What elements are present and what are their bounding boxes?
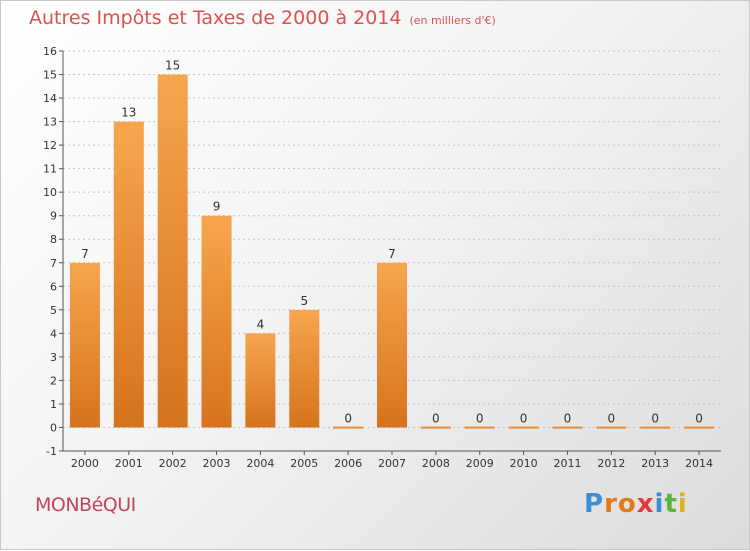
x-tick-label: 2003 <box>203 457 231 470</box>
bar <box>157 74 188 428</box>
bar-value-label: 0 <box>608 411 616 425</box>
bar <box>69 262 100 428</box>
y-tick-label: 1 <box>50 398 57 411</box>
bar <box>420 426 451 429</box>
bar <box>377 262 407 428</box>
y-tick-label: 10 <box>43 186 57 199</box>
bar <box>289 309 320 428</box>
bar <box>464 426 495 429</box>
x-tick-label: 2011 <box>553 457 581 470</box>
bar-value-label: 4 <box>257 317 265 331</box>
bar-value-label: 7 <box>81 247 89 261</box>
bar <box>201 215 232 428</box>
bar <box>684 426 715 429</box>
bar-value-label: 7 <box>388 247 396 261</box>
logo-letter: i <box>654 489 665 519</box>
y-tick-label: 15 <box>43 69 57 82</box>
chart-title: Autres Impôts et Taxes de 2000 à 2014 (en… <box>29 7 496 29</box>
bar <box>552 426 583 429</box>
bar-value-label: 13 <box>121 106 136 120</box>
x-tick-label: 2000 <box>71 457 99 470</box>
x-tick-label: 2004 <box>246 457 274 470</box>
bar-value-label: 0 <box>476 411 484 425</box>
y-tick-label: 4 <box>50 327 57 340</box>
x-tick-label: 2012 <box>597 457 625 470</box>
bar-value-label: 0 <box>432 411 440 425</box>
x-tick-label: 2013 <box>641 457 669 470</box>
chart-subtitle: (en milliers d'€) <box>409 14 496 27</box>
x-tick-label: 2009 <box>466 457 494 470</box>
x-tick-label: 2005 <box>290 457 318 470</box>
logo-letter: o <box>617 489 637 519</box>
bar <box>596 426 627 429</box>
bar-value-label: 0 <box>695 411 703 425</box>
x-tick-label: 2002 <box>159 457 187 470</box>
y-tick-label: 16 <box>43 45 57 58</box>
bar-value-label: 15 <box>165 59 180 73</box>
y-tick-label: 3 <box>50 351 57 364</box>
bar-value-label: 0 <box>520 411 528 425</box>
logo-letter: x <box>636 489 655 519</box>
y-tick-label: 5 <box>50 304 57 317</box>
y-tick-label: 12 <box>43 139 57 152</box>
y-tick-label: 8 <box>50 233 57 246</box>
y-tick-label: 13 <box>43 116 57 129</box>
logo-letter: i <box>677 489 688 519</box>
bar-value-label: 0 <box>344 411 352 425</box>
x-tick-label: 2014 <box>685 457 713 470</box>
bar-value-label: 0 <box>651 411 659 425</box>
proxiti-logo: Proxiti <box>584 489 688 519</box>
x-tick-label: 2006 <box>334 457 362 470</box>
bar <box>640 426 671 429</box>
logo-letter: r <box>604 489 618 519</box>
x-tick-label: 2007 <box>378 457 406 470</box>
bar <box>333 426 364 429</box>
x-tick-label: 2010 <box>510 457 538 470</box>
bar-value-label: 9 <box>213 200 221 214</box>
town-name: MONBéQUI <box>35 494 136 516</box>
logo-letter: P <box>584 489 605 519</box>
y-tick-label: 7 <box>50 257 57 270</box>
y-tick-label: 0 <box>50 421 57 434</box>
bar <box>245 333 276 428</box>
logo-letter: t <box>664 489 678 519</box>
y-tick-label: 9 <box>50 210 57 223</box>
bar <box>508 426 539 429</box>
bar <box>113 121 144 428</box>
y-tick-label: -1 <box>46 445 57 458</box>
y-tick-label: 14 <box>43 92 57 105</box>
bar-value-label: 0 <box>564 411 572 425</box>
y-tick-label: 2 <box>50 374 57 387</box>
x-tick-label: 2001 <box>115 457 143 470</box>
y-tick-label: 6 <box>50 280 57 293</box>
x-tick-label: 2008 <box>422 457 450 470</box>
chart-title-text: Autres Impôts et Taxes de 2000 à 2014 <box>29 7 402 29</box>
bar-value-label: 5 <box>300 294 308 308</box>
y-tick-label: 11 <box>43 163 57 176</box>
